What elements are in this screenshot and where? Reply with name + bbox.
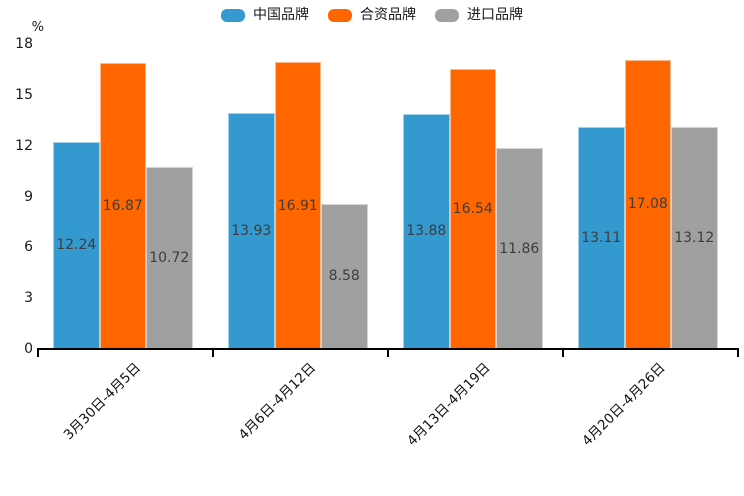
bar-value-label: 10.72 — [149, 250, 190, 267]
bar — [403, 113, 450, 349]
bar — [321, 203, 368, 349]
legend-label: 中国品牌 — [253, 7, 309, 23]
legend-swatch-icon — [328, 8, 352, 22]
x-tick — [212, 350, 214, 357]
x-category-label: 4月20日-4月26日 — [579, 359, 669, 450]
bar — [228, 112, 275, 349]
y-tick-label: 15 — [15, 86, 33, 103]
bar-value-label: 13.12 — [674, 229, 715, 246]
x-axis-line — [37, 348, 739, 350]
x-category-label: 4月13日-4月19日 — [404, 359, 494, 450]
legend-label: 进口品牌 — [467, 7, 523, 23]
legend-item: 合资品牌 — [328, 7, 416, 23]
x-tick — [562, 350, 564, 357]
bar-value-label: 16.87 — [102, 198, 143, 215]
y-tick-label: 18 — [15, 36, 33, 52]
y-tick-label: 12 — [15, 137, 33, 154]
bar-value-label: 13.11 — [581, 229, 622, 246]
legend-swatch-icon — [221, 8, 245, 22]
x-tick — [737, 350, 739, 357]
bar-value-label: 17.08 — [627, 196, 668, 213]
bar — [274, 62, 321, 349]
bar-value-label: 11.86 — [499, 240, 540, 257]
y-tick-label: 9 — [24, 188, 33, 205]
legend-label: 合资品牌 — [360, 7, 416, 23]
legend-swatch-icon — [435, 8, 459, 22]
bar — [624, 59, 671, 349]
x-category-label: 4月6日-4月12日 — [235, 359, 319, 444]
x-tick — [387, 350, 389, 357]
x-tick — [37, 350, 39, 357]
bar — [146, 167, 193, 349]
bar-value-label: 8.58 — [328, 268, 360, 285]
y-tick-label: 0 — [24, 341, 33, 357]
legend-item: 进口品牌 — [435, 7, 523, 23]
y-tick-label: 6 — [24, 239, 33, 256]
bar-value-label: 12.24 — [56, 237, 97, 254]
x-category-label: 3月30日-4月5日 — [60, 359, 144, 444]
bar — [671, 126, 718, 349]
bar-value-label: 16.91 — [277, 197, 318, 214]
y-axis-unit-label: % — [31, 20, 44, 35]
bar — [99, 63, 146, 349]
bar-value-label: 16.54 — [452, 200, 493, 217]
legend-item: 中国品牌 — [221, 7, 309, 23]
y-tick-label: 3 — [24, 290, 33, 307]
bar-value-label: 13.93 — [231, 222, 272, 239]
bar-value-label: 13.88 — [406, 223, 447, 240]
bar — [578, 126, 625, 349]
legend: 中国品牌 合资品牌 进口品牌 — [0, 7, 744, 23]
bar — [449, 68, 496, 349]
